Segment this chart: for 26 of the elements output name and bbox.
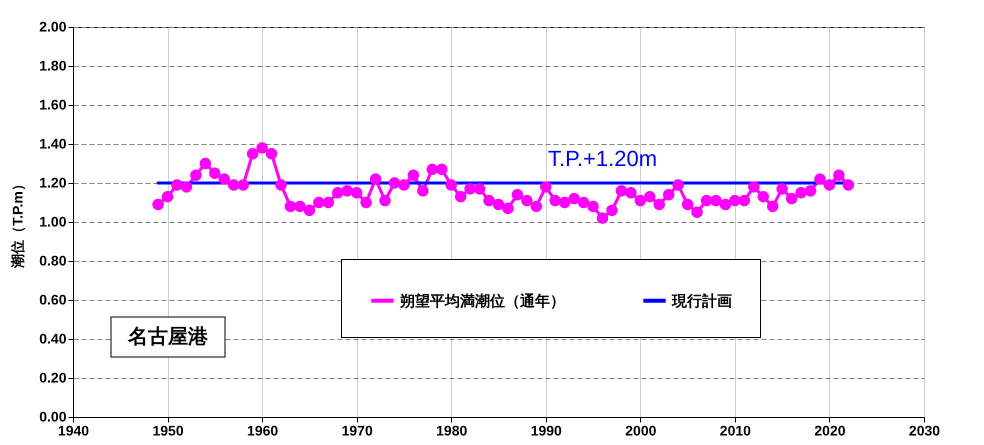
y-tick-label: 1.40 xyxy=(39,136,67,152)
y-axis-title: 潮位（T.P.m） xyxy=(9,177,26,269)
y-tick-label: 0.60 xyxy=(39,292,67,308)
x-tick-label: 1990 xyxy=(530,422,562,438)
x-tick-label: 1960 xyxy=(247,422,278,438)
y-tick-label: 0.40 xyxy=(39,330,67,346)
y-tick-label: 2.00 xyxy=(39,18,67,34)
annotation: 名古屋港 xyxy=(127,326,209,348)
y-tick-label: 0.20 xyxy=(39,370,67,386)
x-tick-label: 2000 xyxy=(625,422,657,438)
x-tick-label: 1980 xyxy=(436,422,468,438)
x-tick-label: 2030 xyxy=(908,422,940,438)
x-tick-label: 2010 xyxy=(720,422,752,438)
y-tick-label: 1.00 xyxy=(39,214,67,230)
x-tick-label: 1950 xyxy=(152,422,184,438)
x-tick-label: 1940 xyxy=(58,422,90,438)
y-tick-label: 1.80 xyxy=(39,58,67,74)
y-tick-label: 0.80 xyxy=(39,252,67,268)
legend-label: 現行計画 xyxy=(671,292,732,310)
x-tick-label: 2020 xyxy=(814,422,846,438)
annotation: T.P.+1.20m xyxy=(548,146,658,171)
legend-label: 朔望平均満潮位（通年） xyxy=(399,292,565,310)
y-tick-label: 0.00 xyxy=(39,408,67,424)
y-tick-label: 1.60 xyxy=(39,96,67,112)
y-tick-label: 1.20 xyxy=(39,174,67,190)
x-tick-label: 1970 xyxy=(342,422,373,438)
